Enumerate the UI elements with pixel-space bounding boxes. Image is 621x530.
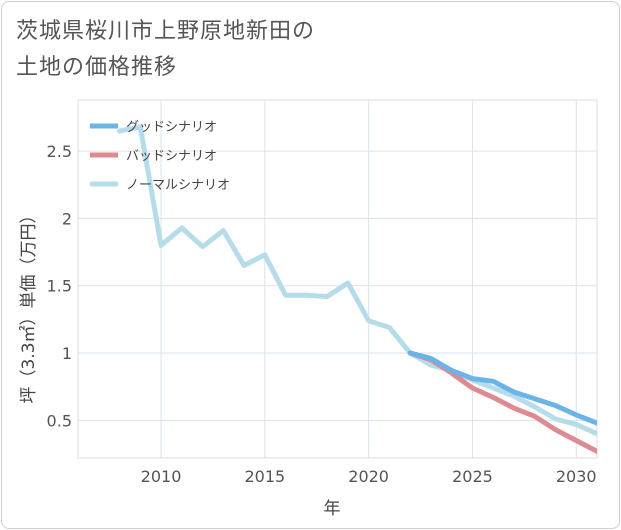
y-tick-label: 1.5: [47, 277, 72, 296]
series-line-0: [407, 350, 597, 426]
y-axis-title: 坪（3.3㎡）単価（万円）: [19, 206, 39, 403]
chart-title-line-2: 土地の価格推移: [16, 55, 178, 80]
chart-title: 茨城県桜川市上野原地新田の 土地の価格推移: [16, 14, 536, 86]
legend-label: ノーマルシナリオ: [126, 178, 230, 193]
series-lines: [117, 124, 597, 454]
x-tick-label: 2015: [244, 467, 285, 486]
y-tick-label: 0.5: [47, 411, 72, 430]
y-tick-label: 2.5: [47, 142, 72, 161]
y-tick-label: 2: [62, 209, 72, 228]
y-tick-label: 1: [62, 344, 72, 363]
legend-item-1[interactable]: バッドシナリオ: [90, 149, 217, 164]
legend-item-2[interactable]: ノーマルシナリオ: [90, 178, 230, 193]
legend-label: グッドシナリオ: [126, 120, 217, 135]
x-tick-label: 2030: [556, 467, 597, 486]
chart-title-line-1: 茨城県桜川市上野原地新田の: [16, 19, 316, 44]
y-axis-ticks: 0.5 1 1.5 2 2.5: [47, 142, 72, 430]
x-tick-label: 2010: [141, 467, 182, 486]
legend-item-0[interactable]: グッドシナリオ: [90, 120, 217, 135]
x-tick-label: 2025: [452, 467, 493, 486]
x-axis-title: 年: [324, 499, 341, 519]
plot-area-border: [77, 99, 598, 459]
legend-label: バッドシナリオ: [126, 149, 217, 164]
x-axis-ticks: 2010 2015 2020 2025 2030: [141, 467, 597, 486]
grid: [77, 99, 598, 459]
series-line-2: [117, 124, 597, 437]
x-tick-label: 2020: [348, 467, 389, 486]
